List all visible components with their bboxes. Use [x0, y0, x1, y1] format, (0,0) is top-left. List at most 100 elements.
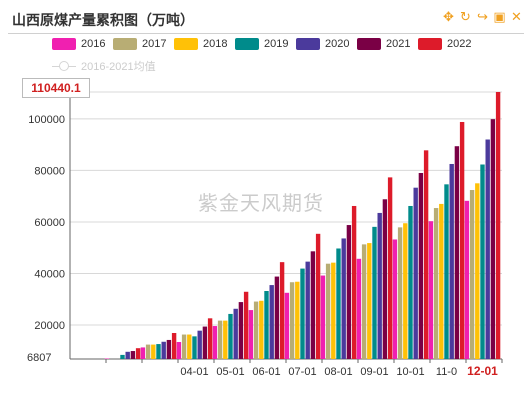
bar-2017-06-01 — [253, 301, 259, 359]
bar-2021-07-01 — [310, 251, 316, 359]
bar-2018-07-01 — [295, 281, 300, 359]
bar-2022-11-01 — [459, 121, 465, 360]
bar-2017-05-01 — [217, 320, 223, 359]
legend-label: 2018 — [203, 38, 228, 50]
x-tick-label: 09-01 — [360, 366, 388, 378]
legend-swatch — [296, 38, 320, 50]
y-tick-label: 80000 — [34, 165, 65, 177]
average-line-icon — [52, 60, 76, 72]
bar-2016-06-01 — [248, 310, 254, 359]
bar-2017-09-01 — [361, 244, 367, 359]
legend-item-2019[interactable]: 2019 — [235, 38, 288, 50]
legend-label: 2021 — [386, 38, 411, 50]
legend-swatch — [357, 38, 381, 50]
bar-2016-10-01 — [392, 239, 398, 359]
x-tick-label: 11-0 — [436, 366, 457, 378]
bar-2019-11-01 — [444, 184, 449, 359]
bar-2019-10-01 — [408, 205, 413, 359]
refresh-icon[interactable]: ↻ — [460, 9, 471, 25]
bar-2021-09-01 — [382, 199, 388, 359]
x-tick-label: 10-01 — [396, 366, 424, 378]
x-tick-label: 04-01 — [180, 366, 208, 378]
x-tick-label: 07-01 — [288, 366, 316, 378]
bar-2016-04-01 — [176, 342, 182, 359]
bar-2022-06-01 — [279, 262, 285, 359]
bar-2019-02-01 — [120, 354, 125, 359]
legend-item-2022[interactable]: 2022 — [418, 38, 471, 50]
bar-2021-11-01 — [454, 146, 460, 359]
bar-2018-06-01 — [259, 300, 264, 359]
bar-2021-12-01 — [490, 119, 496, 359]
bar-2021-04-01 — [202, 326, 208, 359]
bar-2016-02-01 — [104, 358, 110, 359]
bar-2022-10-01 — [423, 150, 429, 359]
legend-item-2017[interactable]: 2017 — [113, 38, 166, 50]
y-tick-label: 100000 — [28, 114, 65, 126]
bar-2020-03-01 — [161, 341, 166, 359]
bar-2022-08-01 — [351, 205, 357, 359]
bar-2018-11-01 — [439, 203, 444, 359]
legend-label: 2016 — [81, 38, 106, 50]
legend-swatch — [418, 38, 442, 50]
legend-label: 2016-2021均值 — [81, 61, 156, 73]
legend-item-2021[interactable]: 2021 — [357, 38, 410, 50]
y-axis-max-pointer: 110440.1 — [22, 78, 90, 98]
bar-2022-07-01 — [315, 233, 321, 359]
x-tick-label: 05-01 — [216, 366, 244, 378]
bar-2019-06-01 — [264, 291, 269, 359]
bar-2019-08-01 — [336, 248, 341, 359]
bar-2018-03-01 — [151, 344, 156, 359]
bar-2017-04-01 — [181, 334, 187, 359]
legend-label: 2019 — [264, 38, 289, 50]
bar-2016-11-01 — [428, 221, 434, 359]
y-tick-label: 20000 — [34, 320, 65, 332]
bar-2022-12-01 — [495, 92, 501, 359]
bar-2019-12-01 — [480, 164, 485, 359]
bar-2017-12-01 — [469, 190, 475, 359]
legend-label: 2020 — [325, 38, 350, 50]
bar-2017-10-01 — [397, 227, 403, 359]
bar-2017-08-01 — [325, 263, 331, 359]
legend-item-2020[interactable]: 2020 — [296, 38, 349, 50]
bar-2021-06-01 — [274, 276, 280, 359]
bar-2021-10-01 — [418, 173, 424, 359]
x-tick-label: 06-01 — [252, 366, 280, 378]
bar-2016-03-01 — [140, 347, 146, 359]
bar-2016-09-01 — [356, 258, 362, 359]
bar-2020-04-01 — [197, 330, 202, 359]
bar-2021-08-01 — [346, 225, 352, 359]
chart-header: 山西原煤产量累积图（万吨） ✥ ↻ ↪ ▣ ✕ — [0, 0, 532, 34]
bar-2017-03-01 — [145, 344, 151, 359]
move-icon[interactable]: ✥ — [443, 9, 454, 25]
bar-2022-05-01 — [243, 291, 249, 359]
close-icon[interactable]: ✕ — [511, 9, 522, 25]
legend-swatch — [174, 38, 198, 50]
bar-2020-10-01 — [413, 187, 418, 359]
title-divider — [8, 33, 524, 34]
bar-2020-05-01 — [233, 308, 238, 359]
x-tick-label: 08-01 — [324, 366, 352, 378]
bar-2018-09-01 — [367, 243, 372, 359]
bar-2018-04-01 — [187, 334, 192, 359]
bar-2020-12-01 — [485, 139, 490, 359]
bar-2022-09-01 — [387, 177, 393, 359]
bar-2019-05-01 — [228, 313, 233, 359]
save-image-icon[interactable]: ▣ — [493, 9, 506, 25]
bar-2022-02-01 — [135, 348, 141, 359]
bar-2016-08-01 — [320, 275, 326, 359]
bar-2022-03-01 — [171, 333, 177, 359]
legend-item-average[interactable]: 2016-2021均值 — [52, 58, 156, 74]
bar-2021-03-01 — [166, 339, 172, 359]
bar-2019-03-01 — [156, 344, 161, 359]
legend-item-2016[interactable]: 2016 — [52, 38, 105, 50]
share-icon[interactable]: ↪ — [477, 9, 488, 25]
bar-2022-04-01 — [207, 318, 213, 359]
bar-2020-07-01 — [305, 261, 310, 359]
bar-2020-09-01 — [377, 212, 382, 359]
legend-swatch — [235, 38, 259, 50]
bar-2020-11-01 — [449, 163, 454, 359]
legend-item-2018[interactable]: 2018 — [174, 38, 227, 50]
legend-swatch — [52, 38, 76, 50]
bar-2018-05-01 — [223, 320, 228, 359]
bar-2020-02-01 — [125, 351, 130, 359]
